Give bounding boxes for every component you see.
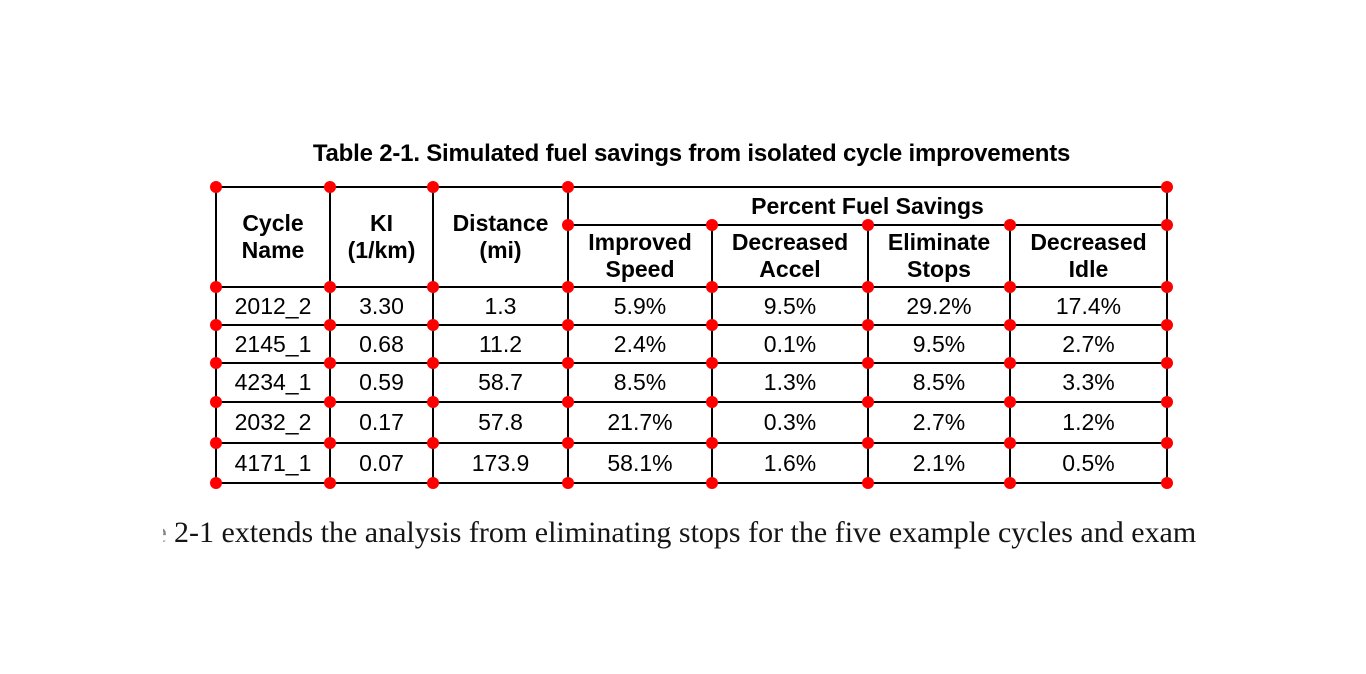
col-header-ki: KI (1/km) (331, 188, 432, 286)
table-cell-r5-c3: 173.9 (434, 444, 567, 482)
table-cell-r4-c6: 2.7% (869, 403, 1009, 442)
table-cell-r4-c4: 21.7% (569, 403, 711, 442)
table-cell-r1-c5: 9.5% (713, 288, 867, 324)
table-cell-r5-c4: 58.1% (569, 444, 711, 482)
table-caption: Table 2-1. Simulated fuel savings from i… (312, 140, 1071, 167)
table-cell-r5-c5: 1.6% (713, 444, 867, 482)
table-cell-r2-c4: 2.4% (569, 326, 711, 362)
table-cell-r1-c4: 5.9% (569, 288, 711, 324)
table-cell-r4-c5: 0.3% (713, 403, 867, 442)
group-header-percent-fuel-savings: Percent Fuel Savings (569, 188, 1166, 224)
table-cell-r3-c1: 4234_1 (217, 364, 329, 401)
table-cell-r2-c1: 2145_1 (217, 326, 329, 362)
table-cell-r1-c2: 3.30 (331, 288, 432, 324)
clipped-character-fragment: e (163, 516, 167, 550)
table-cell-r5-c1: 4171_1 (217, 444, 329, 482)
table-cell-r3-c2: 0.59 (331, 364, 432, 401)
col-header-decreased-accel: Decreased Accel (713, 226, 867, 286)
col-header-distance: Distance (mi) (434, 188, 567, 286)
table-cell-r3-c6: 8.5% (869, 364, 1009, 401)
table-cell-r1-c1: 2012_2 (217, 288, 329, 324)
table-cell-r4-c7: 1.2% (1011, 403, 1166, 442)
col-header-improved-speed: Improved Speed (569, 226, 711, 286)
table-cell-r3-c4: 8.5% (569, 364, 711, 401)
table-cell-r3-c3: 58.7 (434, 364, 567, 401)
table-cell-r4-c2: 0.17 (331, 403, 432, 442)
body-paragraph-text: 2-1 extends the analysis from eliminatin… (174, 516, 1197, 549)
table-cell-r5-c6: 2.1% (869, 444, 1009, 482)
table-cell-r2-c6: 9.5% (869, 326, 1009, 362)
table-cell-r5-c2: 0.07 (331, 444, 432, 482)
table-cell-r1-c7: 17.4% (1011, 288, 1166, 324)
table-cell-r1-c6: 29.2% (869, 288, 1009, 324)
table-cell-r2-c7: 2.7% (1011, 326, 1166, 362)
table-cell-r5-c7: 0.5% (1011, 444, 1166, 482)
table-cell-r3-c5: 1.3% (713, 364, 867, 401)
table-cell-r4-c1: 2032_2 (217, 403, 329, 442)
table-cell-r3-c7: 3.3% (1011, 364, 1166, 401)
table-cell-r2-c3: 11.2 (434, 326, 567, 362)
table-cell-r2-c2: 0.68 (331, 326, 432, 362)
table-cell-r2-c5: 0.1% (713, 326, 867, 362)
fuel-savings-table: Cycle Name KI (1/km) Distance (mi) Perce… (215, 186, 1168, 484)
col-header-cycle-name: Cycle Name (217, 188, 329, 286)
body-paragraph: e2-1 extends the analysis from eliminati… (163, 516, 1363, 550)
table-cell-r1-c3: 1.3 (434, 288, 567, 324)
col-header-eliminate-stops: Eliminate Stops (869, 226, 1009, 286)
col-header-decreased-idle: Decreased Idle (1011, 226, 1166, 286)
table-cell-r4-c3: 57.8 (434, 403, 567, 442)
